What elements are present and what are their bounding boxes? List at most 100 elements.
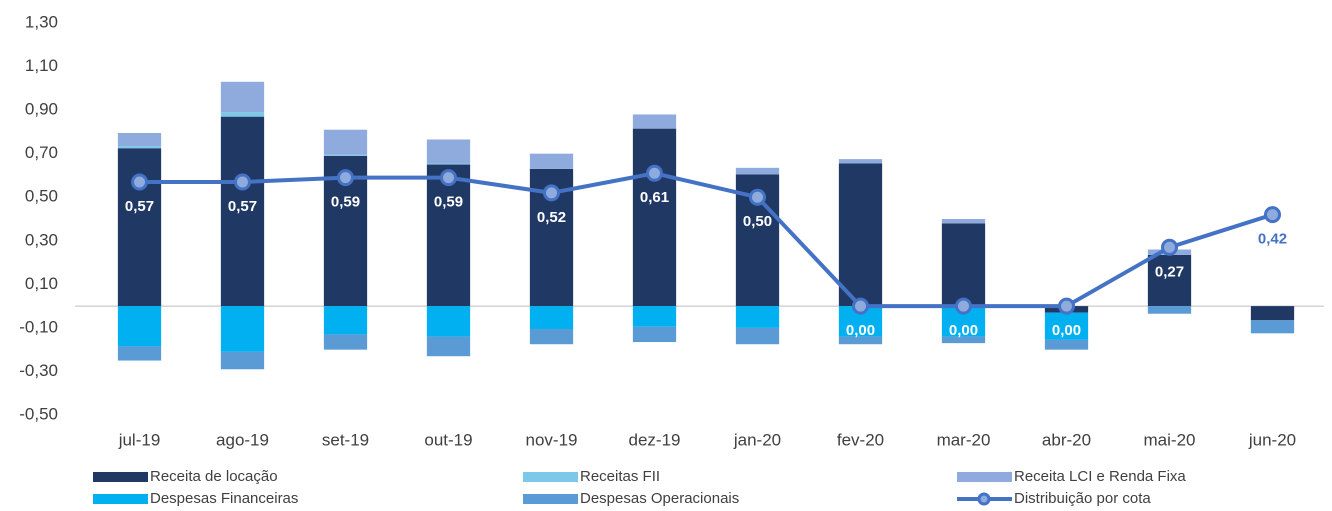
data-label: 0,61 <box>640 189 669 206</box>
bar <box>1147 254 1192 307</box>
bar <box>220 351 265 370</box>
legend-label: Receitas FII <box>580 468 660 485</box>
point <box>543 184 560 202</box>
x-tick-label: mar-20 <box>937 430 991 449</box>
point <box>749 188 766 206</box>
bar <box>1147 306 1192 314</box>
x-tick-label: out-19 <box>424 430 472 449</box>
legend-marker <box>977 492 991 506</box>
x-tick-label: dez-19 <box>629 430 681 449</box>
legend-swatch <box>523 494 578 504</box>
data-label: 0,00 <box>846 322 875 339</box>
point <box>337 169 354 187</box>
bar <box>1250 306 1295 321</box>
y-tick-label: 0,10 <box>25 274 58 293</box>
x-tick-label: fev-20 <box>837 430 884 449</box>
legend-swatch <box>523 472 578 482</box>
x-tick-label: ago-19 <box>216 430 269 449</box>
bar <box>117 306 162 347</box>
data-label: 0,52 <box>537 209 566 226</box>
x-tick-label: mai-20 <box>1144 430 1196 449</box>
bar <box>632 306 677 327</box>
data-label: 0,57 <box>125 198 154 215</box>
bar <box>220 116 265 307</box>
bar <box>838 163 883 307</box>
x-tick-label: jan-20 <box>733 430 781 449</box>
point <box>234 173 251 191</box>
y-tick-label: 1,30 <box>25 12 58 31</box>
legend-label: Despesas Operacionais <box>580 490 739 507</box>
bar <box>426 306 471 337</box>
point <box>955 297 972 315</box>
y-tick-label: -0,10 <box>19 317 58 336</box>
bar <box>735 327 780 345</box>
bar <box>632 128 677 307</box>
bar <box>838 159 883 164</box>
data-label: 0,27 <box>1155 263 1184 280</box>
y-tick-label: -0,50 <box>19 404 58 423</box>
data-label: 0,00 <box>1052 322 1081 339</box>
legend-swatch <box>957 472 1012 482</box>
legend-swatch <box>93 472 148 482</box>
bar <box>941 336 986 344</box>
x-tick-label: set-19 <box>322 430 369 449</box>
data-label: 0,00 <box>949 322 978 339</box>
legend-label: Receita de locação <box>150 468 278 485</box>
legend-label: Receita LCI e Renda Fixa <box>1014 468 1186 485</box>
bar <box>529 328 574 345</box>
bar <box>632 326 677 343</box>
y-tick-label: 0,50 <box>25 187 58 206</box>
bar <box>117 146 162 149</box>
y-tick-label: -0,30 <box>19 361 58 380</box>
point <box>1161 238 1178 256</box>
bar <box>735 306 780 328</box>
bar <box>735 167 780 175</box>
point <box>131 173 148 191</box>
bar <box>117 346 162 361</box>
data-label: 0,59 <box>331 194 360 211</box>
point <box>1058 297 1075 315</box>
bar <box>323 129 368 155</box>
data-label: 0,50 <box>743 213 772 230</box>
bar <box>323 334 368 350</box>
legend-label: Despesas Financeiras <box>150 490 298 507</box>
bar <box>529 153 574 169</box>
point <box>1264 206 1281 224</box>
point <box>852 297 869 315</box>
bar <box>220 306 265 352</box>
y-tick-label: 0,30 <box>25 230 58 249</box>
bar <box>1250 320 1295 334</box>
bar <box>426 164 471 307</box>
x-tick-label: nov-19 <box>526 430 578 449</box>
point <box>646 164 663 182</box>
bar <box>941 223 986 307</box>
x-tick-label: abr-20 <box>1042 430 1091 449</box>
data-label: 0,42 <box>1258 231 1287 248</box>
y-tick-label: 0,90 <box>25 100 58 119</box>
bar <box>323 154 368 156</box>
bar <box>220 112 265 117</box>
bar <box>117 132 162 147</box>
point <box>440 169 457 187</box>
bar <box>323 306 368 335</box>
line <box>139 171 1274 309</box>
bar <box>426 336 471 357</box>
bar <box>426 163 471 165</box>
bar <box>1044 312 1089 340</box>
bar <box>632 114 677 129</box>
bar <box>529 306 574 329</box>
data-label: 0,57 <box>228 198 257 215</box>
bar <box>117 148 162 307</box>
bar <box>941 219 986 224</box>
y-tick-label: 0,70 <box>25 143 58 162</box>
legend-swatch <box>93 494 148 504</box>
data-label: 0,59 <box>434 194 463 211</box>
bar <box>426 139 471 164</box>
legend-label: Distribuição por cota <box>1014 490 1151 507</box>
bar <box>838 336 883 345</box>
x-tick-label: jul-19 <box>118 430 161 449</box>
bar <box>220 81 265 113</box>
y-tick-label: 1,10 <box>25 56 58 75</box>
bar <box>1044 339 1089 350</box>
